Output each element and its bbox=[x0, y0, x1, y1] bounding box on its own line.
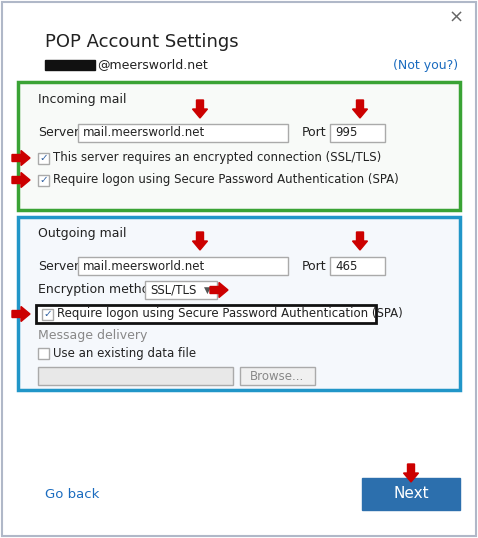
Text: This server requires an encrypted connection (SSL/TLS): This server requires an encrypted connec… bbox=[53, 152, 381, 165]
Polygon shape bbox=[193, 100, 207, 118]
Text: mail.meersworld.net: mail.meersworld.net bbox=[83, 126, 205, 139]
Bar bbox=[330, 124, 385, 142]
Polygon shape bbox=[403, 464, 419, 482]
Text: @meersworld.net: @meersworld.net bbox=[97, 59, 208, 72]
Bar bbox=[45, 60, 95, 70]
Bar bbox=[240, 367, 315, 385]
Bar bbox=[362, 478, 460, 510]
Text: Incoming mail: Incoming mail bbox=[38, 94, 127, 107]
Text: ✓: ✓ bbox=[43, 309, 52, 319]
Polygon shape bbox=[352, 232, 368, 250]
Text: Require logon using Secure Password Authentication (SPA): Require logon using Secure Password Auth… bbox=[57, 308, 403, 321]
Bar bbox=[18, 217, 460, 390]
Bar bbox=[145, 281, 217, 299]
Text: ▼: ▼ bbox=[204, 286, 210, 294]
Bar bbox=[36, 305, 376, 323]
Polygon shape bbox=[12, 173, 30, 188]
Text: Go back: Go back bbox=[45, 487, 99, 500]
Text: ×: × bbox=[448, 9, 464, 27]
Polygon shape bbox=[12, 151, 30, 166]
Text: Message delivery: Message delivery bbox=[38, 329, 147, 342]
Text: Browse...: Browse... bbox=[250, 370, 304, 383]
Text: ✓: ✓ bbox=[39, 175, 48, 185]
Polygon shape bbox=[210, 282, 228, 298]
Text: POP Account Settings: POP Account Settings bbox=[45, 33, 239, 51]
Bar bbox=[38, 348, 49, 358]
Text: Use an existing data file: Use an existing data file bbox=[53, 346, 196, 359]
Bar bbox=[38, 152, 49, 164]
Bar bbox=[330, 257, 385, 275]
Text: Outgoing mail: Outgoing mail bbox=[38, 226, 127, 239]
Bar bbox=[38, 367, 233, 385]
Text: 465: 465 bbox=[335, 259, 358, 273]
Bar bbox=[18, 82, 460, 210]
Polygon shape bbox=[352, 100, 368, 118]
Bar bbox=[42, 308, 53, 320]
Text: Server: Server bbox=[38, 259, 79, 273]
Bar bbox=[78, 257, 288, 275]
Text: Require logon using Secure Password Authentication (SPA): Require logon using Secure Password Auth… bbox=[53, 173, 399, 187]
Bar bbox=[38, 174, 49, 186]
Text: 995: 995 bbox=[335, 126, 358, 139]
Text: mail.meersworld.net: mail.meersworld.net bbox=[83, 259, 205, 273]
Text: Encryption method: Encryption method bbox=[38, 284, 157, 296]
Polygon shape bbox=[12, 307, 30, 322]
Text: Port: Port bbox=[302, 126, 326, 139]
Text: (Not you?): (Not you?) bbox=[393, 59, 458, 72]
Text: Server: Server bbox=[38, 126, 79, 139]
Text: ✓: ✓ bbox=[39, 153, 48, 163]
Text: SSL/TLS: SSL/TLS bbox=[150, 284, 196, 296]
Text: Port: Port bbox=[302, 259, 326, 273]
Polygon shape bbox=[193, 232, 207, 250]
Text: Next: Next bbox=[393, 486, 429, 501]
Bar bbox=[78, 124, 288, 142]
